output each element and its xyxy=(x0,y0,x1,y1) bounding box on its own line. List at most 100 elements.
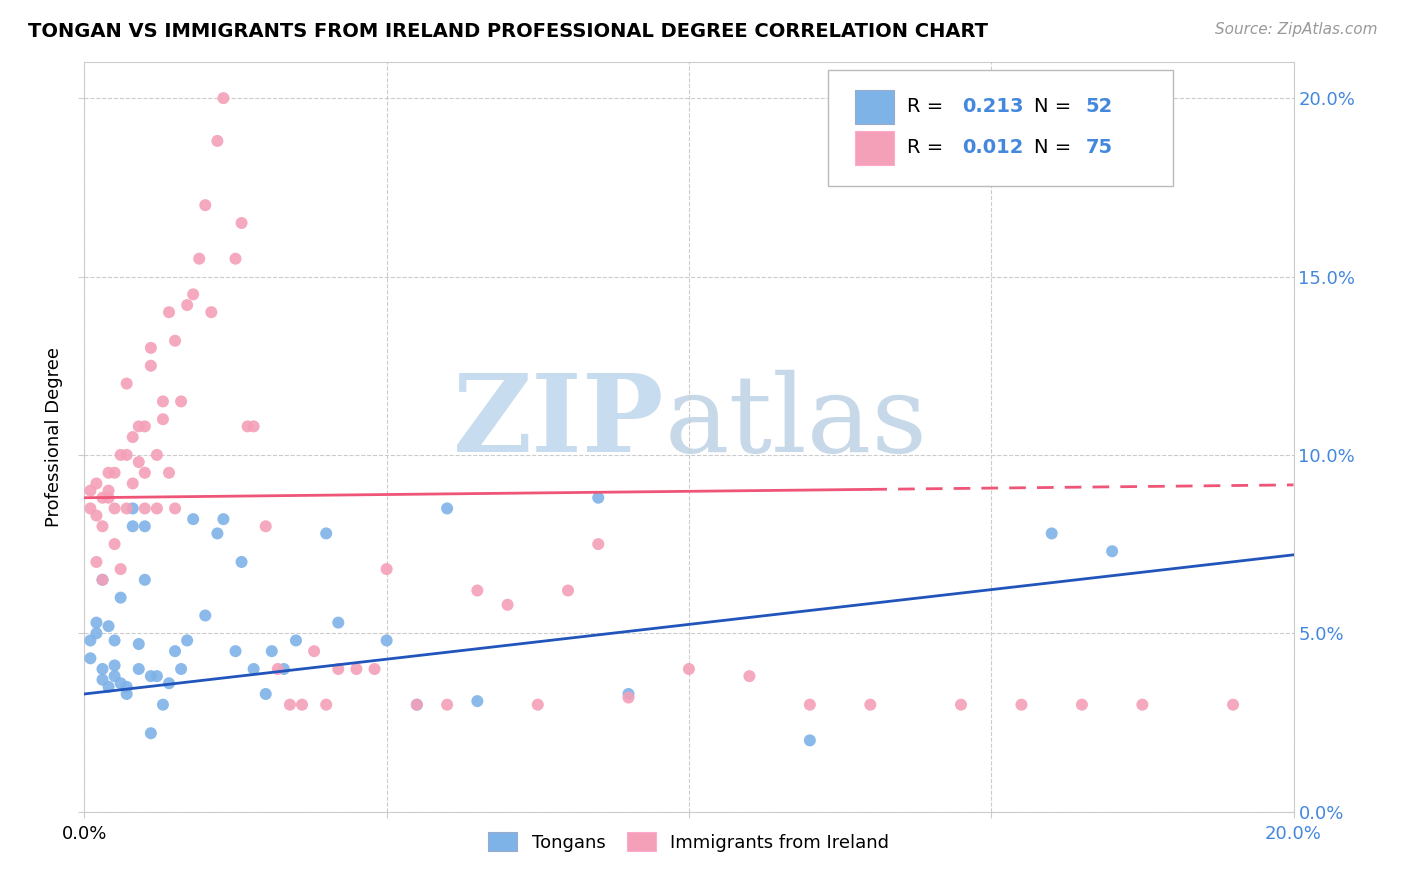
Point xyxy=(254,687,277,701)
Point xyxy=(273,662,295,676)
Point xyxy=(152,698,174,712)
Point xyxy=(176,298,198,312)
Point xyxy=(134,573,156,587)
Point xyxy=(1040,526,1063,541)
Point xyxy=(157,305,180,319)
Point xyxy=(194,608,217,623)
Point xyxy=(104,633,127,648)
Point xyxy=(139,341,162,355)
Point xyxy=(97,491,120,505)
Point xyxy=(139,359,162,373)
Point xyxy=(212,512,235,526)
Point xyxy=(799,733,821,747)
Point xyxy=(104,669,127,683)
Text: 75: 75 xyxy=(1085,138,1112,157)
Point xyxy=(97,483,120,498)
Point xyxy=(242,662,264,676)
Point xyxy=(128,419,150,434)
Point xyxy=(86,476,108,491)
Point xyxy=(79,651,101,665)
Point xyxy=(302,644,325,658)
Point xyxy=(104,501,127,516)
Point xyxy=(79,483,101,498)
Point xyxy=(194,198,217,212)
Point xyxy=(115,501,138,516)
Point xyxy=(231,216,253,230)
Point xyxy=(91,491,114,505)
Point xyxy=(212,91,235,105)
Point xyxy=(86,626,108,640)
Point xyxy=(170,662,193,676)
Point xyxy=(617,687,640,701)
Point xyxy=(121,476,143,491)
Point xyxy=(254,519,277,533)
Point xyxy=(225,252,247,266)
Point xyxy=(110,676,132,690)
Point xyxy=(285,633,308,648)
Point xyxy=(157,466,180,480)
Point xyxy=(1130,698,1153,712)
Point xyxy=(139,669,162,683)
Text: N =: N = xyxy=(1033,138,1077,157)
Legend: Tongans, Immigrants from Ireland: Tongans, Immigrants from Ireland xyxy=(481,824,897,859)
Point xyxy=(91,573,114,587)
Point xyxy=(97,619,120,633)
Point xyxy=(328,662,350,676)
Point xyxy=(738,669,761,683)
Point xyxy=(91,662,114,676)
Point xyxy=(260,644,283,658)
Point xyxy=(86,555,108,569)
Point xyxy=(375,562,398,576)
Point xyxy=(588,537,610,551)
Point xyxy=(91,673,114,687)
Point xyxy=(121,519,143,533)
Point xyxy=(181,287,204,301)
Text: Source: ZipAtlas.com: Source: ZipAtlas.com xyxy=(1215,22,1378,37)
Point xyxy=(128,637,150,651)
Point xyxy=(110,562,132,576)
Point xyxy=(134,466,156,480)
Text: 0.0%: 0.0% xyxy=(62,825,107,843)
Point xyxy=(678,662,700,676)
FancyBboxPatch shape xyxy=(855,90,894,124)
Point xyxy=(496,598,519,612)
Point xyxy=(188,252,211,266)
Point xyxy=(170,394,193,409)
Text: 20.0%: 20.0% xyxy=(1265,825,1322,843)
Point xyxy=(859,698,882,712)
Point xyxy=(315,526,337,541)
Text: atlas: atlas xyxy=(665,369,928,475)
Point xyxy=(128,455,150,469)
Text: 0.012: 0.012 xyxy=(962,138,1024,157)
Point xyxy=(104,537,127,551)
Point xyxy=(527,698,550,712)
Point xyxy=(134,419,156,434)
Point xyxy=(242,419,264,434)
Point xyxy=(146,448,169,462)
FancyBboxPatch shape xyxy=(855,131,894,165)
Point xyxy=(104,658,127,673)
Point xyxy=(115,448,138,462)
Point xyxy=(139,726,162,740)
Point xyxy=(79,501,101,516)
Point xyxy=(91,573,114,587)
Point xyxy=(588,491,610,505)
Point xyxy=(267,662,290,676)
Point xyxy=(121,501,143,516)
Point xyxy=(152,394,174,409)
Point xyxy=(97,680,120,694)
Text: 52: 52 xyxy=(1085,97,1112,116)
Point xyxy=(1101,544,1123,558)
Point xyxy=(557,583,579,598)
Point xyxy=(79,633,101,648)
Point xyxy=(110,591,132,605)
Point xyxy=(328,615,350,630)
Point xyxy=(91,519,114,533)
Text: TONGAN VS IMMIGRANTS FROM IRELAND PROFESSIONAL DEGREE CORRELATION CHART: TONGAN VS IMMIGRANTS FROM IRELAND PROFES… xyxy=(28,22,988,41)
Point xyxy=(315,698,337,712)
Point xyxy=(110,448,132,462)
Point xyxy=(467,583,489,598)
Point xyxy=(436,501,458,516)
Point xyxy=(236,419,259,434)
Point xyxy=(467,694,489,708)
